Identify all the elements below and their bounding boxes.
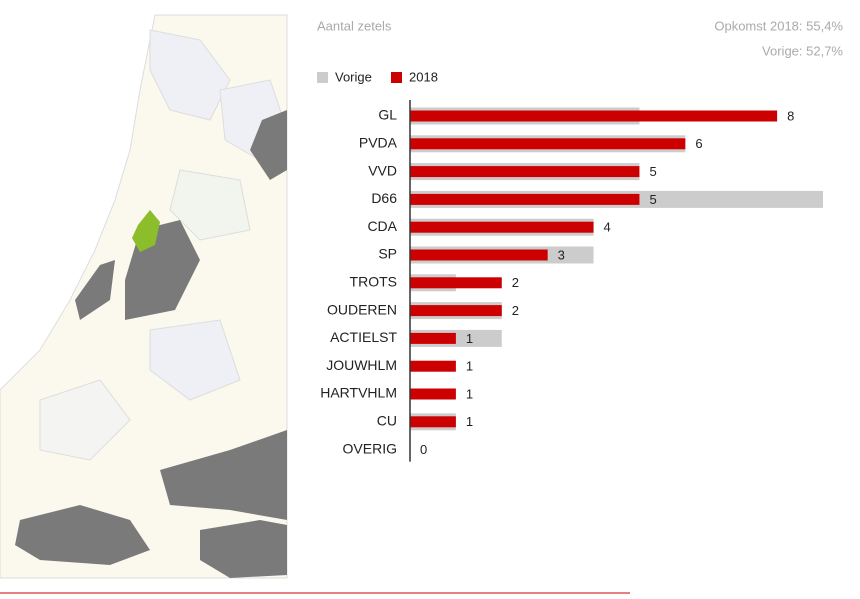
category-label: GL [378,107,397,123]
legend-label: Vorige [335,69,372,84]
value-label: 2 [512,303,519,318]
value-label: 3 [558,247,565,262]
category-label: VVD [368,162,397,178]
bar [410,332,456,344]
category-label: HARTVHLM [320,385,397,401]
legend-swatch [317,72,328,83]
value-label: 1 [466,359,473,374]
map [0,14,288,579]
value-label: 2 [512,275,519,290]
annotation: Opkomst 2018: 55,4% [714,18,843,33]
value-label: 6 [695,136,702,151]
bar [410,277,502,289]
category-label: CU [377,413,397,429]
category-label: CDA [367,218,397,234]
value-label: 1 [466,414,473,429]
legend-swatch [391,72,402,83]
value-label: 1 [466,331,473,346]
value-label: 0 [420,442,427,457]
bar [410,193,640,205]
bar [410,110,778,122]
category-label: ACTIELST [330,329,397,345]
value-label: 5 [649,192,656,207]
bar [410,388,456,400]
category-label: JOUWHLM [326,357,397,373]
category-label: OVERIG [343,440,397,456]
value-label: 8 [787,108,794,123]
category-label: TROTS [350,274,397,290]
value-label: 4 [604,220,611,235]
bar [410,138,686,150]
category-label: OUDEREN [327,301,397,317]
annotation: Vorige: 52,7% [762,43,843,58]
legend-label: 2018 [409,69,438,84]
value-label: 5 [649,164,656,179]
bar [410,249,548,261]
bar [410,166,640,178]
category-label: PVDA [359,135,398,151]
bar [410,221,594,233]
bar [410,416,456,428]
subtitle: Aantal zetels [317,18,392,33]
value-label: 1 [466,386,473,401]
category-label: SP [378,246,397,262]
bar [410,305,502,317]
bar [410,360,456,372]
category-label: D66 [371,190,397,206]
